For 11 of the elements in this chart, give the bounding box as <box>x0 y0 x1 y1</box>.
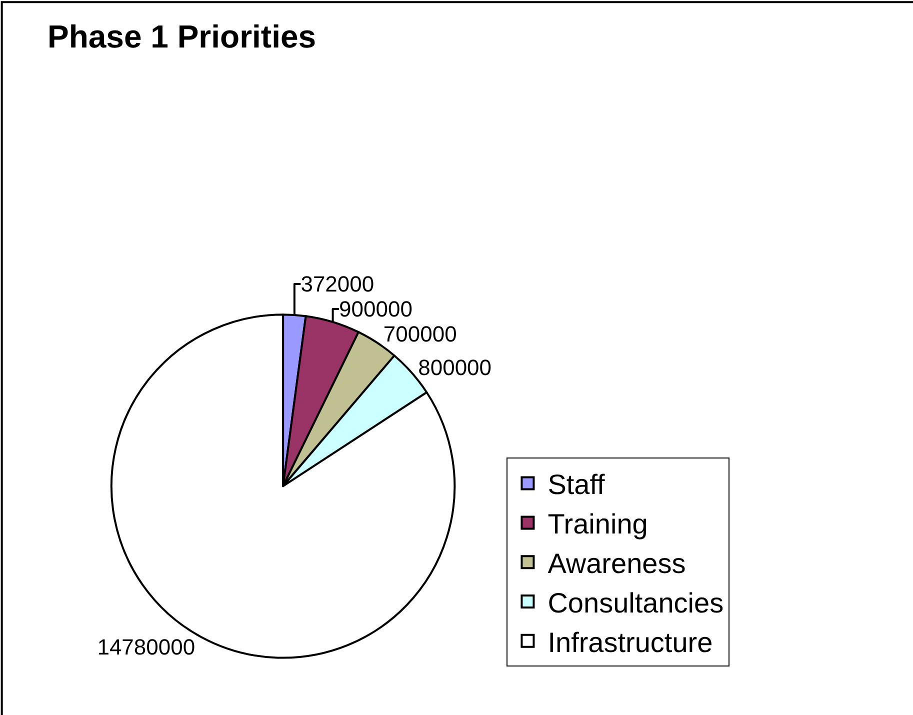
data-label: 372000 <box>300 271 374 296</box>
legend-label: Infrastructure <box>548 626 713 658</box>
legend-label: Staff <box>548 469 606 500</box>
data-label: 14780000 <box>97 634 196 660</box>
data-label: 900000 <box>339 296 412 322</box>
data-label: 700000 <box>383 321 457 346</box>
data-label: 800000 <box>418 354 492 380</box>
legend-label: Awareness <box>548 548 686 580</box>
legend-label: Consultancies <box>548 587 724 618</box>
chart-title: Phase 1 Priorities <box>47 18 316 54</box>
legend-label: Training <box>548 508 648 540</box>
